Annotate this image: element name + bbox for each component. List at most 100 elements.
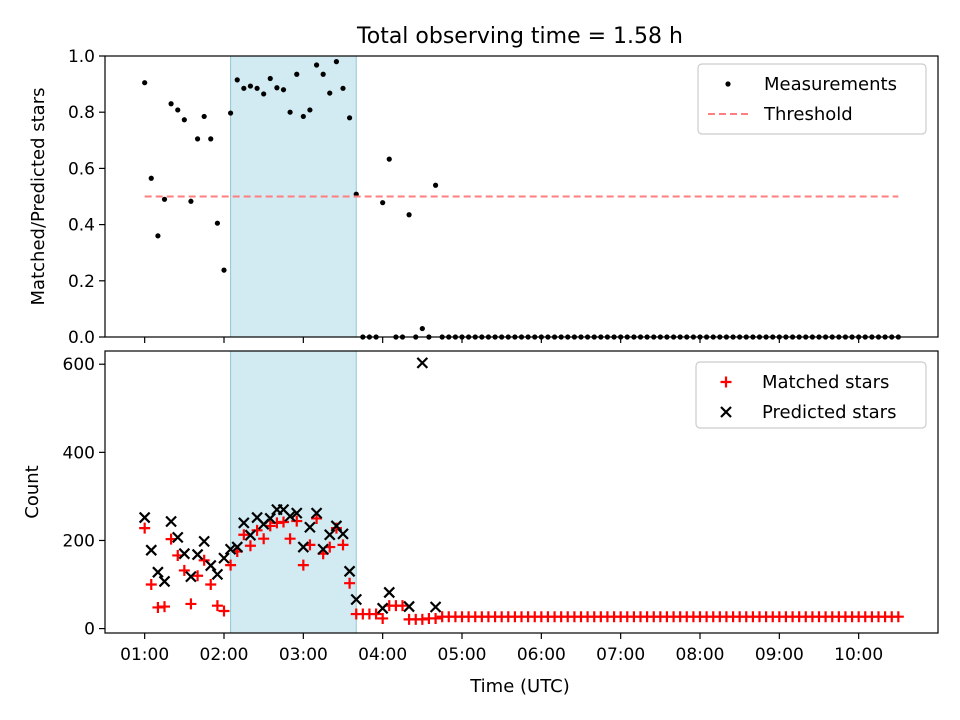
data-point [148,175,154,181]
data-point [294,71,300,77]
x-tick-label: 07:00 [596,645,645,665]
series-1 [139,512,904,625]
axes-frame [104,55,939,338]
data-point [152,566,164,578]
observing-window-band [230,350,357,634]
data-point [191,548,204,561]
data-point [261,91,267,97]
x-tick-label: 06:00 [517,645,566,665]
data-point [158,575,171,588]
data-point [291,515,303,527]
data-point [145,544,158,556]
data-point [171,531,184,544]
data-point [337,528,349,540]
data-point [346,115,353,121]
data-point [416,357,429,369]
legend-label: Measurements [764,74,897,95]
data-point [892,611,904,623]
data-point [343,565,356,578]
data-point [323,528,336,541]
y-axis-label: Count [22,465,43,518]
y-tick-label: 0 [84,620,95,640]
data-point [251,524,263,536]
data-point [284,510,296,523]
data-point [317,543,329,556]
y-tick-label: 0.0 [68,328,95,348]
x-tick-label: 04:00 [358,645,407,665]
data-point [161,196,168,202]
data-point [274,85,280,91]
data-point [419,325,425,332]
legend-label: Predicted stars [762,402,896,423]
data-point [138,511,151,524]
legend-box [697,63,927,135]
data-point [264,512,277,525]
data-point [327,90,333,96]
data-point [198,535,210,548]
data-point [244,540,256,552]
data-point [304,521,316,534]
x-axis-label: Time (UTC) [469,676,570,697]
data-point [194,136,201,142]
legend-label: Threshold [763,104,853,125]
data-point [403,600,415,613]
data-point [333,59,340,65]
data-point [340,85,346,91]
data-point [267,75,273,82]
data-point [247,83,254,89]
data-point [432,182,439,188]
data-point [178,564,190,576]
data-point [311,512,323,524]
y-tick-label: 600 [63,355,95,375]
series-2 [138,357,442,615]
data-point [344,577,356,589]
data-point [175,107,181,113]
data-point [406,212,412,218]
data-point [307,107,313,113]
data-point [221,267,227,273]
data-point [214,220,221,226]
data-point [181,117,187,123]
x-tick-label: 02:00 [200,645,249,665]
data-point [370,608,382,620]
data-point [380,200,386,206]
data-point [234,77,240,83]
x-tick-label: 01:00 [120,645,169,665]
data-point [204,559,217,572]
x-tick-label: 10:00 [834,645,883,665]
data-point [155,233,161,239]
legend: Matched stars Predicted stars [695,361,927,429]
x-tick-label: 05:00 [438,645,487,665]
x-tick-label: 09:00 [755,645,804,665]
data-point [211,600,223,612]
data-point [430,612,442,624]
legend-marker [725,81,731,87]
data-point [313,62,320,68]
data-point [208,136,214,142]
ratio-plot: 0.0 0.2 0.4 0.6 0.8 1.0 Matched/Predicted star… [28,47,939,348]
data-point [205,579,217,591]
data-point [287,109,293,115]
data-point [258,533,270,545]
data-point [165,515,177,528]
data-point [297,541,310,553]
data-point [231,541,244,553]
data-point [254,85,260,91]
x-tick-label: 03:00 [279,645,328,665]
data-point [225,559,237,571]
data-point [280,87,287,93]
data-point [376,602,389,615]
legend-box [695,361,927,429]
data-point [192,570,204,582]
data-point [429,601,442,613]
data-point [185,570,197,583]
data-point [383,586,396,599]
data-point [238,529,250,541]
x-tick-label: 08:00 [676,645,725,665]
legend: Measurements Threshold [697,63,927,135]
data-point [290,507,303,519]
data-point [168,101,174,107]
data-point [337,539,349,551]
data-point [241,85,247,91]
